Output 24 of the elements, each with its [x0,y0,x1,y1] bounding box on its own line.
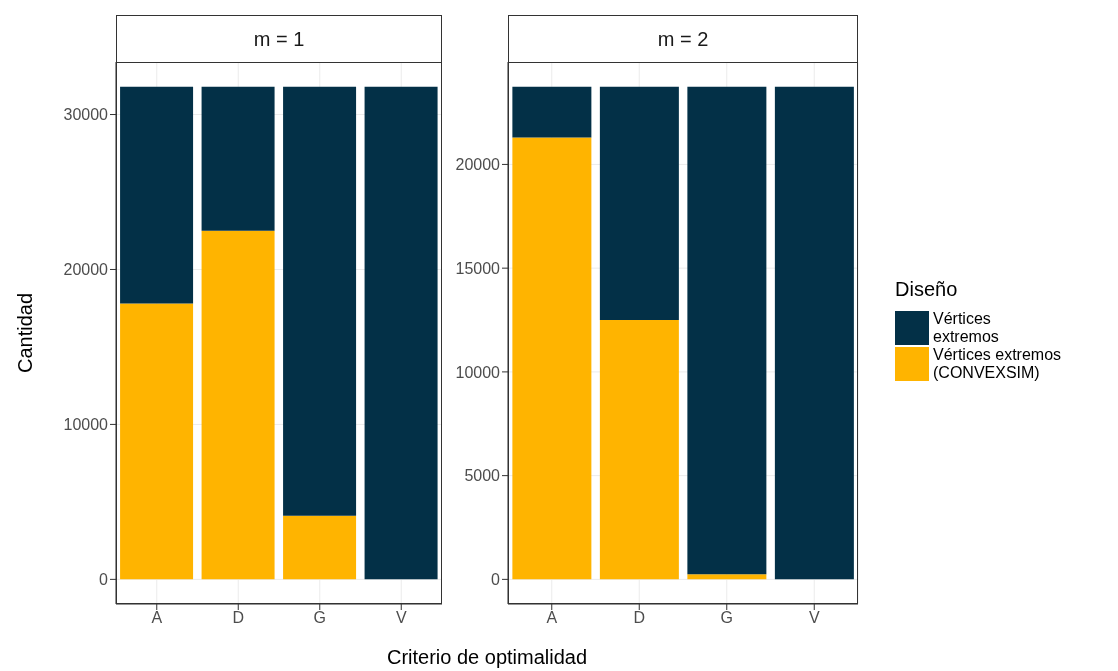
x-tick-label: A [546,609,558,627]
x-tick-label: G [313,609,326,627]
y-tick-label: 20000 [455,156,501,174]
legend-label: Vértices extremos [933,310,999,346]
x-axis-title: Criterio de optimalidad [386,645,588,669]
x-tick-label: D [232,609,245,627]
y-tick-label: 20000 [63,261,109,279]
y-tick-label: 10000 [455,363,501,381]
x-tick-label: V [808,609,820,627]
legend-title: Diseño [895,278,958,301]
legend-label: Vértices extremos (CONVEXSIM) [933,346,1062,382]
x-tick-label: V [395,609,407,627]
y-tick-label: 5000 [464,467,501,485]
y-axis-title: Cantidad [13,292,37,374]
x-tick-label: D [633,609,646,627]
y-tick-label: 10000 [63,416,109,434]
chart-title: m = 2 [508,15,858,62]
y-tick-label: 0 [99,571,109,589]
x-tick-label: G [720,609,733,627]
y-tick-label: 0 [491,571,501,589]
x-tick-label: A [151,609,163,627]
y-tick-label: 30000 [63,106,109,124]
chart-title: m = 1 [116,15,442,62]
y-tick-label: 15000 [455,259,501,277]
